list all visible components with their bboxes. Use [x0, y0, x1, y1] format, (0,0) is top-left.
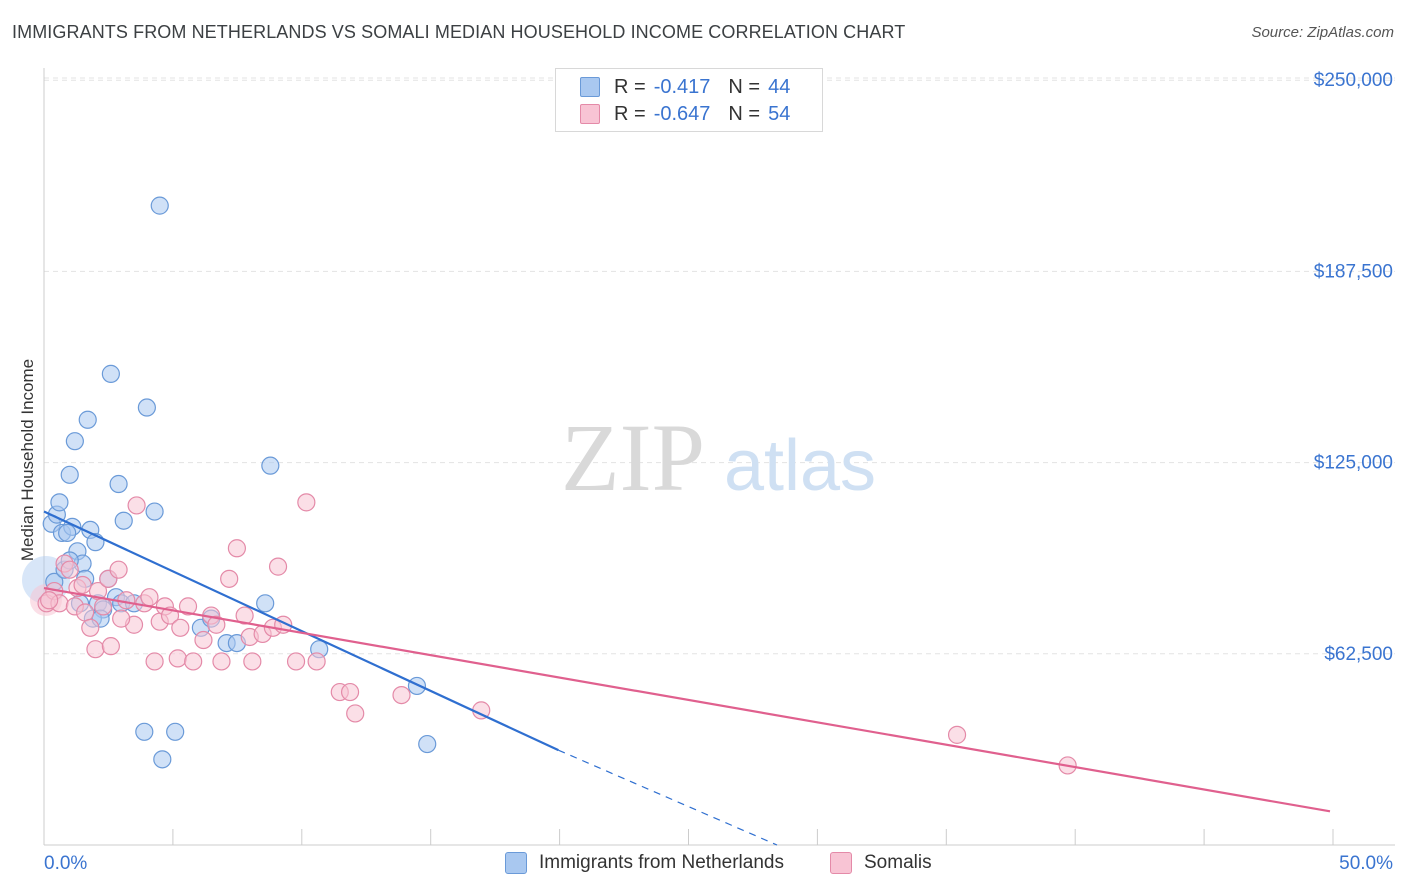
data-point: [76, 603, 95, 622]
legend-n-label: N =: [728, 102, 761, 125]
data-point: [114, 511, 133, 530]
legend-swatch-netherlands: [580, 77, 600, 97]
watermark: ZIP atlas: [561, 404, 876, 511]
data-point: [178, 597, 198, 616]
y-tick-label: $62,500: [1324, 644, 1393, 665]
watermark-atlas: atlas: [724, 426, 876, 506]
data-point: [135, 722, 154, 741]
data-point: [297, 493, 316, 512]
x-tick-label: 0.0%: [44, 853, 87, 874]
legend-n-value: 54: [768, 102, 791, 125]
legend-swatch-netherlands: [505, 852, 527, 874]
data-point: [407, 676, 427, 696]
axes: [43, 68, 1395, 846]
legend-swatch-somalis: [580, 104, 600, 124]
data-point: [150, 196, 169, 215]
data-point: [947, 725, 967, 744]
series-legend: Immigrants from Netherlands Somalis: [0, 852, 1406, 878]
data-point: [256, 594, 275, 613]
data-point: [168, 649, 187, 668]
data-point: [207, 615, 226, 634]
data-point: [184, 652, 203, 671]
data-point: [145, 652, 164, 671]
legend-label-netherlands: Immigrants from Netherlands: [539, 852, 784, 873]
data-point: [227, 539, 246, 558]
data-point: [346, 704, 365, 723]
data-point: [109, 474, 128, 494]
data-point: [109, 560, 128, 579]
y-tick-label: $125,000: [1314, 453, 1393, 474]
data-point: [73, 575, 92, 595]
legend-row-somalis: R = -0.647 N = 54: [580, 103, 790, 125]
legend-r-value: -0.647: [653, 102, 711, 125]
y-tick-label: $250,000: [1314, 70, 1393, 91]
data-point: [101, 364, 120, 383]
legend-n-label: N =: [728, 75, 761, 98]
y-tick-label: $187,500: [1314, 261, 1393, 282]
data-point: [86, 640, 105, 659]
legend-row-netherlands: R = -0.417 N = 44: [580, 76, 790, 98]
data-point: [220, 569, 239, 588]
data-point: [166, 722, 185, 741]
scatter-points: [22, 196, 1077, 775]
trend-lines: [43, 510, 1331, 846]
legend-n-value: 44: [768, 75, 791, 98]
tick-labels: $62,500 $125,000 $187,500 $250,000 0.0% 50.0%: [44, 70, 1393, 874]
data-point: [418, 734, 437, 754]
data-point: [194, 630, 213, 650]
trend-line: [43, 586, 1331, 813]
data-point: [50, 493, 69, 512]
data-point: [171, 618, 190, 637]
legend-r-label: R =: [614, 102, 646, 125]
data-point: [58, 523, 77, 543]
data-point: [65, 432, 84, 451]
data-point: [212, 652, 231, 671]
source-label: Source: ZipAtlas.com: [1251, 24, 1394, 41]
legend-item-netherlands[interactable]: Immigrants from Netherlands: [505, 852, 784, 874]
data-point: [153, 750, 172, 769]
data-point: [286, 652, 306, 671]
trend-line: [43, 510, 559, 752]
data-point: [40, 591, 59, 610]
data-point: [340, 682, 360, 702]
data-point: [60, 560, 79, 579]
data-point: [140, 588, 159, 607]
data-point: [112, 609, 131, 628]
trend-line-extension: [558, 749, 778, 846]
legend-r-label: R =: [614, 75, 646, 98]
data-point: [261, 456, 280, 475]
watermark-zip: ZIP: [561, 404, 705, 511]
y-axis-label: Median Household Income: [18, 358, 37, 562]
correlation-legend: R = -0.417 N = 44 R = -0.647 N = 54: [555, 68, 823, 132]
data-point: [243, 652, 262, 671]
legend-swatch-somalis: [830, 852, 852, 874]
data-point: [145, 502, 164, 521]
data-point: [127, 496, 146, 515]
data-point: [78, 410, 97, 429]
legend-item-somalis[interactable]: Somalis: [830, 852, 932, 874]
data-point: [101, 637, 120, 656]
data-point: [60, 465, 79, 484]
x-tick-label: 50.0%: [1339, 853, 1393, 874]
chart-title: IMMIGRANTS FROM NETHERLANDS VS SOMALI ME…: [12, 22, 906, 42]
legend-r-value: -0.417: [653, 75, 711, 98]
data-point: [268, 557, 288, 576]
gridlines: [44, 77, 1395, 655]
legend-label-somalis: Somalis: [864, 852, 932, 873]
data-point: [235, 606, 254, 625]
data-point: [307, 652, 326, 671]
data-point: [81, 618, 100, 637]
data-point: [392, 685, 411, 705]
data-point: [137, 398, 156, 417]
